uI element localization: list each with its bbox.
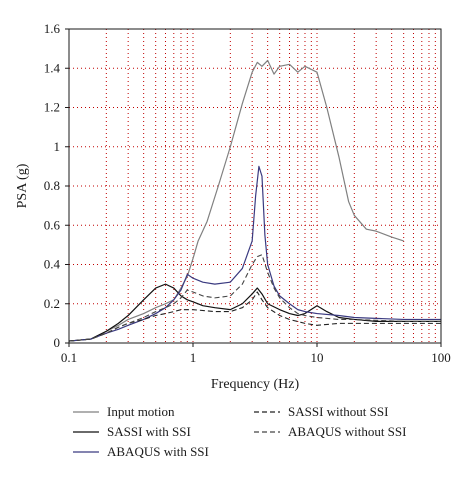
legend-label: ABAQUS without SSI [288, 424, 406, 439]
y-tick-label: 0.6 [44, 217, 61, 232]
legend-label: Input motion [107, 404, 175, 419]
y-tick-label: 1.4 [44, 60, 61, 75]
x-tick-label: 100 [431, 350, 451, 365]
y-tick-label: 0.8 [44, 178, 60, 193]
y-tick-label: 0.2 [44, 296, 60, 311]
y-tick-label: 0.4 [44, 257, 61, 272]
series-line-2 [68, 165, 441, 342]
series-line-3 [68, 291, 441, 342]
y-tick-label: 1 [54, 139, 61, 154]
y-tick-label: 1.6 [44, 21, 61, 36]
series-line-4 [68, 254, 441, 342]
legend-label: ABAQUS with SSI [107, 444, 209, 459]
grid [69, 29, 441, 343]
legend: Input motion SASSI with SSI ABAQUS with SS… [73, 404, 406, 459]
series-layer [68, 59, 441, 342]
x-tick-label: 10 [311, 350, 324, 365]
series-line-1 [68, 283, 441, 342]
x-tick-label: 0.1 [61, 350, 77, 365]
tick-labels: 0 0.2 0.4 0.6 0.8 1 1.2 1.4 1.6 0.1 1 10 100 [44, 21, 451, 365]
x-axis-title: Frequency (Hz) [211, 377, 300, 392]
series-line-0 [68, 59, 404, 342]
legend-label: SASSI with SSI [107, 424, 191, 439]
x-tick-label: 1 [190, 350, 197, 365]
y-axis-title: PSA (g) [15, 163, 30, 208]
y-tick-label: 1.2 [44, 100, 60, 115]
y-tick-label: 0 [54, 335, 61, 350]
legend-label: SASSI without SSI [288, 404, 388, 419]
